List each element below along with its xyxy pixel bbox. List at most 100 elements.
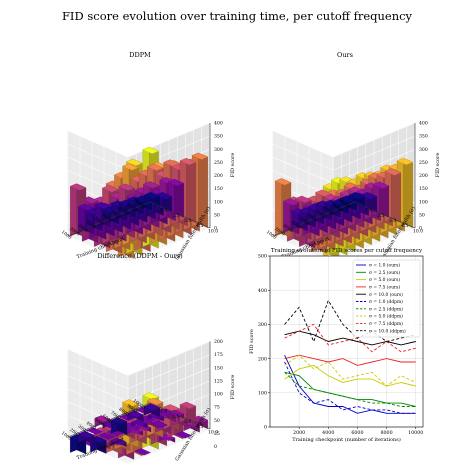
y-axis-line [149,402,211,430]
x-tick-label: 6000 [101,414,113,425]
z-tick-label: 150 [419,186,428,192]
bar-face-top [134,448,151,456]
bar-face-top [191,152,209,160]
x-tick-label: 4000 [85,220,97,231]
y-tick-label: 400 [258,288,267,294]
bar-3d [131,419,148,429]
z-tick-label: 300 [419,147,428,153]
series-line [284,355,416,414]
bar-face-top [102,185,119,193]
y-tick-label: 1.0 [365,208,372,214]
chart-title: Ours [337,51,353,59]
bar-face-top [143,192,161,200]
bar-face-top [155,192,173,200]
y-axis-line [354,201,416,229]
x-tick-label: 10000 [408,430,423,436]
z-tick-label: 0 [214,444,217,450]
bar-face-top [295,195,312,203]
bar-face-top [98,432,115,440]
bar-face-top [118,183,135,191]
y-tick-label: 2.5 [172,213,179,219]
y-tick-label: 7.5 [196,223,203,229]
z-gridline [67,446,211,474]
bar-face-top [146,163,164,171]
x-tick-label: 9000 [126,404,138,415]
x-axis-label: Training checkpoint (number of iteration… [292,436,401,443]
y-tick-label: 100 [258,391,267,397]
y-axis-line [149,201,211,229]
z-axis-label: FID score [230,375,236,400]
y-tick-label: 1.0 [160,409,167,415]
series-line [284,330,416,346]
x-tick-label: 4000 [85,421,97,432]
bar-3d [143,403,161,418]
z-tick-label: 0 [419,226,422,232]
x-axis-line [67,402,151,438]
x-tick-label: 2000 [68,227,80,238]
bar-face-top [69,183,87,191]
z-gridline [67,433,211,468]
bar-face-top [372,181,390,189]
y-tick-label: 5.0 [184,218,191,224]
bar-face-top [360,192,378,200]
z-tick-label: 50 [419,212,425,218]
bar-face-top [151,420,168,429]
z-tick-label: 100 [214,392,223,398]
chart-title: DDPM [129,51,151,59]
x-tick-label: 8000 [117,206,129,217]
bar-face-top [110,417,128,425]
legend-label: σ = 7.5 (ddpm) [369,322,403,327]
legend-label: σ = 1.0 (ddpm) [369,300,403,305]
x-tick-label: 3000 [281,223,293,234]
y-tick-label: 7.5 [196,424,203,430]
x-tick-label: 3000 [76,424,88,435]
legend-label: σ = 5.0 (ddpm) [369,315,403,320]
x-tick-label: 1000 [60,431,72,442]
chart-title: Difference (DDPM - Ours) [97,252,183,260]
z-tick-label: 250 [419,160,428,166]
x-tick-label: 5000 [93,417,105,428]
y-tick-label: 7.5 [401,223,408,229]
bar-face-top [396,157,414,165]
bar-face-top [283,198,300,206]
x-tick-label: 6000 [351,430,363,436]
bar-face-top [127,410,144,418]
y-tick-label: 10.0 [208,228,218,234]
bar-face-top [348,192,366,200]
y-tick-label: 5.0 [389,218,396,224]
z-tick-label: 400 [419,121,428,127]
z-tick-label: 200 [214,173,223,179]
y-tick-label: 500 [258,254,267,260]
z-tick-label: 350 [419,134,428,140]
bar-face-top [384,168,402,176]
series-line [284,371,416,407]
y-tick-label: 2.5 [172,414,179,420]
z-axis-label: FID score [230,153,236,178]
bar-face-top [142,146,159,154]
y-tick-label: 10.0 [208,429,218,435]
chart-title: Training evolution of FID scores per cut… [271,248,423,254]
bar-face-top [143,403,161,411]
legend-box [352,259,421,338]
series-line [284,354,416,366]
bar-face-top [146,397,164,406]
series-line [284,354,416,387]
legend-label: σ = 2.5 (ours) [369,271,400,276]
x-tick-label: 7000 [109,210,121,221]
bar-face-top [175,431,192,439]
bar-face-top [122,163,139,171]
bar-face-top [179,158,197,166]
x-tick-label: 1000 [265,230,277,241]
x-tick-label: 4000 [322,430,334,436]
z-tick-label: 150 [214,186,223,192]
legend-label: σ = 10.0 (ddpm) [369,329,406,334]
bar-3d [175,431,192,439]
x-tick-label: 2000 [273,227,285,238]
bar-face-top [126,158,143,166]
bar-face-top [106,429,123,437]
bar-face-front [186,157,196,223]
chart-line-evolution: 2000 4000 6000 8000 10000 0 100 200 300 400 500 σ =… [249,248,423,443]
z-tick-label: 0 [214,226,217,232]
